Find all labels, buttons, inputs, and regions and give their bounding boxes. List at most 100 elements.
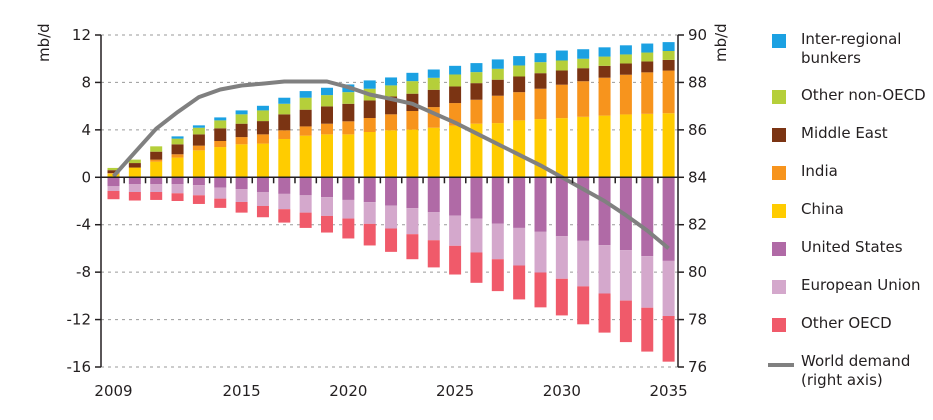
right-tick-label: 78 bbox=[688, 311, 707, 329]
bar-segment-china bbox=[427, 127, 440, 178]
legend-label: Inter-regional bunkers bbox=[801, 30, 902, 67]
bar-segment-middle-east bbox=[150, 151, 163, 160]
x-tick-label: 2020 bbox=[329, 382, 367, 400]
bar-segment-united-states bbox=[150, 177, 163, 185]
bar-segment-united-states bbox=[214, 177, 227, 188]
legend-item: Inter-regional bunkers bbox=[768, 30, 933, 86]
bar-segment-middle-east bbox=[470, 83, 483, 100]
bar-segment-european-union bbox=[534, 231, 547, 273]
legend-item: India bbox=[768, 162, 933, 200]
bar-segment-china bbox=[192, 150, 205, 178]
bar-segment-other-non-oecd bbox=[150, 146, 163, 152]
legend-swatch-icon bbox=[772, 204, 786, 218]
bar-segment-china bbox=[491, 123, 504, 178]
bar-segment-inter-regional-bunkers bbox=[555, 50, 568, 61]
bar-segment-other-non-oecd bbox=[406, 81, 419, 94]
bar-segment-china bbox=[406, 129, 419, 178]
bar-segment-united-states bbox=[256, 177, 269, 192]
world-demand-line-group bbox=[112, 79, 670, 250]
x-tick-label: 2015 bbox=[223, 382, 261, 400]
bar-segment-european-union bbox=[107, 186, 120, 191]
bar-segment-other-non-oecd bbox=[641, 52, 654, 62]
bar-segment-united-states bbox=[513, 177, 526, 228]
bar-segment-middle-east bbox=[449, 86, 462, 104]
left-tick-label: -8 bbox=[76, 263, 91, 281]
bar-segment-other-oecd bbox=[278, 209, 291, 223]
bar-segment-india bbox=[299, 126, 312, 136]
bar-segment-european-union bbox=[662, 260, 675, 317]
bar-segment-inter-regional-bunkers bbox=[256, 105, 269, 111]
legend-item: Other non-OECD bbox=[768, 86, 933, 124]
bar-segment-united-states bbox=[598, 177, 611, 246]
legend-label: Other non-OECD bbox=[801, 86, 926, 104]
legend-item: European Union bbox=[768, 276, 933, 314]
bar-segment-china bbox=[278, 138, 291, 178]
legend-label: China bbox=[801, 200, 844, 218]
bar-segment-other-non-oecd bbox=[662, 51, 675, 60]
bar-segment-other-oecd bbox=[256, 205, 269, 218]
bar-segment-united-states bbox=[107, 177, 120, 187]
bar-segment-middle-east bbox=[577, 68, 590, 82]
bar-segment-other-oecd bbox=[513, 265, 526, 300]
bar-segment-other-non-oecd bbox=[171, 138, 184, 145]
bar-segment-inter-regional-bunkers bbox=[192, 125, 205, 128]
bar-segment-india bbox=[555, 84, 568, 119]
bar-segment-inter-regional-bunkers bbox=[470, 63, 483, 73]
bar-segment-other-non-oecd bbox=[299, 97, 312, 110]
bar-segment-inter-regional-bunkers bbox=[619, 45, 632, 55]
bar-segment-other-oecd bbox=[662, 316, 675, 362]
bar-segment-middle-east bbox=[513, 76, 526, 93]
bar-segment-middle-east bbox=[534, 73, 547, 89]
bar-segment-inter-regional-bunkers bbox=[171, 136, 184, 139]
bar-segment-middle-east bbox=[491, 79, 504, 96]
bar-segment-other-non-oecd bbox=[577, 58, 590, 69]
bar-segment-china bbox=[342, 134, 355, 178]
bar-segment-united-states bbox=[427, 177, 440, 213]
bar-segment-other-oecd bbox=[107, 190, 120, 200]
bar-segment-other-non-oecd bbox=[235, 114, 248, 124]
bar-segment-united-states bbox=[171, 177, 184, 185]
bar-segment-european-union bbox=[299, 195, 312, 213]
x-tick-label: 2009 bbox=[94, 382, 132, 400]
bar-segment-other-non-oecd bbox=[555, 60, 568, 71]
bar-segment-middle-east bbox=[171, 144, 184, 155]
left-tick-label: -4 bbox=[76, 216, 91, 234]
bar-segment-india bbox=[278, 130, 291, 139]
bar-segment-other-non-oecd bbox=[427, 77, 440, 90]
bar-segment-european-union bbox=[235, 189, 248, 202]
left-tick-label: -12 bbox=[67, 311, 92, 329]
bar-segment-middle-east bbox=[299, 109, 312, 127]
bar-segment-india bbox=[470, 99, 483, 124]
bar-segment-united-states bbox=[128, 177, 141, 185]
bar-segment-european-union bbox=[278, 193, 291, 210]
bar-segment-china bbox=[513, 120, 526, 178]
bar-segment-china bbox=[128, 167, 141, 178]
right-tick-label: 84 bbox=[688, 168, 707, 186]
bar-segment-united-states bbox=[321, 177, 333, 198]
bar-segment-china bbox=[555, 118, 568, 178]
legend-item: China bbox=[768, 200, 933, 238]
bar-segment-india bbox=[171, 154, 184, 158]
bar-segment-united-states bbox=[385, 177, 398, 206]
bar-segment-middle-east bbox=[256, 121, 269, 135]
left-tick-label: 4 bbox=[81, 121, 91, 139]
bar-segment-other-non-oecd bbox=[385, 85, 398, 97]
right-tick-label: 88 bbox=[688, 73, 707, 91]
left-tick-label: 12 bbox=[72, 26, 91, 44]
bar-segment-other-oecd bbox=[150, 191, 163, 200]
legend-label: Middle East bbox=[801, 124, 888, 142]
bar-segment-other-oecd bbox=[598, 293, 611, 333]
bar-segment-china bbox=[256, 143, 269, 178]
bar-segment-china bbox=[662, 113, 675, 178]
bar-segment-inter-regional-bunkers bbox=[214, 117, 227, 121]
bar-segment-other-oecd bbox=[235, 201, 248, 213]
bar-segment-european-union bbox=[641, 256, 654, 308]
bar-segment-china bbox=[321, 134, 333, 178]
legend-swatch-icon bbox=[772, 280, 786, 294]
bar-segment-inter-regional-bunkers bbox=[299, 91, 312, 98]
bar-segment-inter-regional-bunkers bbox=[449, 65, 462, 75]
bar-segment-inter-regional-bunkers bbox=[278, 97, 291, 104]
bar-segment-middle-east bbox=[427, 89, 440, 108]
bars bbox=[107, 42, 675, 362]
